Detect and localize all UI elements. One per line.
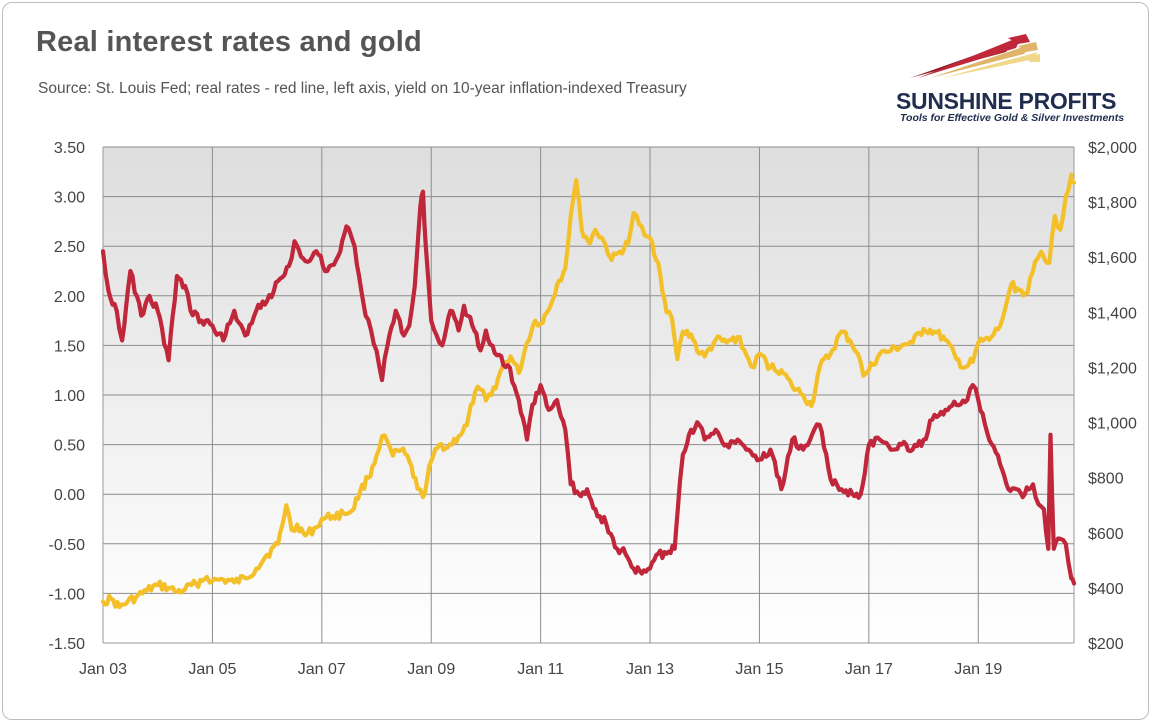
y-left-tick-label: 3.50 [54, 140, 85, 157]
y-right-tick-label: $600 [1088, 526, 1124, 543]
y-right-tick-label: $2,000 [1088, 140, 1137, 157]
y-right-tick-label: $1,200 [1088, 360, 1137, 377]
x-tick-label: Jan 11 [517, 661, 564, 678]
y-left-tick-label: -1.50 [49, 636, 86, 653]
x-axis: Jan 03 Jan 05 Jan 07 Jan 09 Jan 11 Jan 13 Jan … [79, 661, 1002, 678]
series-line [100, 189, 1077, 586]
sunshine-profits-logo: SUNSHINE PROFITS Tools for Effective Gol… [890, 30, 1130, 125]
chart-title: Real interest rates and gold [36, 26, 422, 58]
y-left-tick-label: -1.00 [49, 586, 86, 603]
y-left-tick-label: 1.50 [54, 338, 85, 355]
y-right-tick-label: $1,800 [1088, 195, 1137, 212]
logo-name: SUNSHINE PROFITS [896, 88, 1117, 114]
y-right-tick-label: $800 [1088, 471, 1124, 488]
y-right-tick-label: $200 [1088, 636, 1124, 653]
y-right-tick-label: $1,400 [1088, 305, 1137, 322]
y-left-tick-label: 0.00 [54, 487, 85, 504]
logo-tagline: Tools for Effective Gold & Silver Invest… [900, 112, 1125, 124]
gridlines [102, 146, 1075, 644]
y-left-tick-label: 2.00 [54, 289, 85, 306]
chart-subtitle: Source: St. Louis Fed; real rates - red … [38, 80, 687, 97]
logo-rays-icon [910, 34, 1040, 78]
series-layer [100, 172, 1077, 610]
right-axis: $2,000 $1,800 $1,600 $1,400 $1,200 $1,000 $800… [1088, 140, 1137, 653]
x-tick-label: Jan 15 [735, 661, 783, 678]
left-axis: 3.50 3.00 2.50 2.00 1.50 1.00 0.50 0.00 -0.50 -1.… [49, 140, 86, 653]
x-tick-label: Jan 05 [188, 661, 236, 678]
x-tick-label: Jan 09 [407, 661, 455, 678]
y-right-tick-label: $400 [1088, 581, 1124, 598]
y-left-tick-label: -0.50 [49, 537, 86, 554]
y-left-tick-label: 0.50 [54, 438, 85, 455]
y-left-tick-label: 3.00 [54, 190, 85, 207]
y-right-tick-label: $1,600 [1088, 250, 1137, 267]
y-right-tick-label: $1,000 [1088, 416, 1137, 433]
x-tick-label: Jan 13 [626, 661, 674, 678]
x-tick-label: Jan 17 [845, 661, 893, 678]
x-tick-label: Jan 03 [79, 661, 127, 678]
series-line [100, 172, 1077, 610]
y-left-tick-label: 1.00 [54, 388, 85, 405]
y-left-tick-label: 2.50 [54, 239, 85, 256]
x-tick-label: Jan 07 [298, 661, 346, 678]
x-tick-label: Jan 19 [954, 661, 1002, 678]
